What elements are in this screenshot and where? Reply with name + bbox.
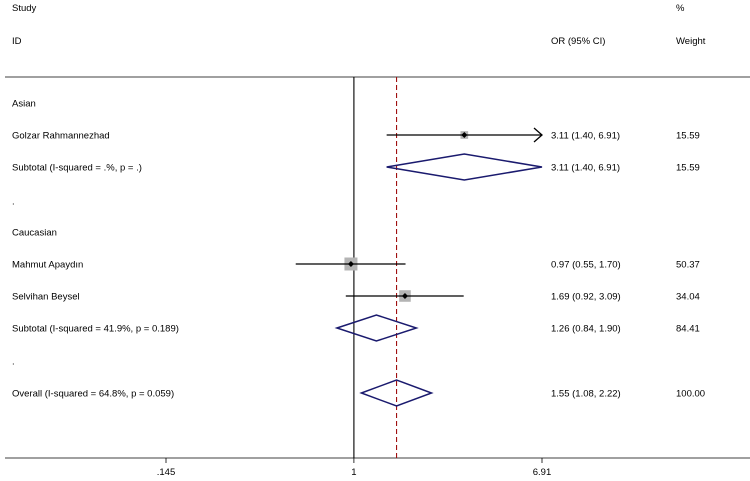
ci-arrow (533, 127, 543, 143)
weight-value: 84.41 (676, 324, 700, 335)
weight-value: 15.59 (676, 131, 700, 142)
x-tick-label: .145 (157, 467, 176, 478)
ci-value: 3.11 (1.40, 6.91) (551, 163, 620, 174)
row-label: Asian (12, 99, 36, 110)
weight-value: 100.00 (676, 389, 705, 400)
forest-row: Subtotal (I-squared = 41.9%, p = 0.189) 1… (12, 314, 700, 342)
pooled-diamond (334, 314, 419, 342)
forest-row: Mahmut Apaydın 0.97 (0.55, 1.70) 50.37 (12, 257, 700, 271)
weight-value: 15.59 (676, 163, 700, 174)
row-label: Caucasian (12, 228, 57, 239)
row-label: Overall (I-squared = 64.8%, p = 0.059) (12, 389, 174, 400)
row-label: Selvihan Beysel (12, 292, 80, 303)
weight-value: 34.04 (676, 292, 700, 303)
forest-row: Asian (12, 99, 36, 110)
row-label: Mahmut Apaydın (12, 260, 83, 271)
forest-row: Subtotal (I-squared = .%, p = .) 3.11 (1.… (12, 153, 700, 181)
forest-rows: Asian Golzar Rahmannezhad 3.11 (1.40, 6.91… (12, 99, 705, 407)
ci-value: 1.55 (1.08, 2.22) (551, 389, 621, 400)
point-estimate (401, 293, 408, 299)
ci-value: 0.97 (0.55, 1.70) (551, 260, 621, 271)
x-axis-ticks: .145 1 6.91 (157, 458, 552, 478)
ci-value: 1.26 (0.84, 1.90) (551, 324, 621, 335)
forest-row: . (12, 197, 15, 208)
header-weight: Weight (676, 36, 706, 47)
point-estimate (347, 261, 354, 267)
pooled-diamond (386, 153, 543, 181)
weight-value: 50.37 (676, 260, 700, 271)
row-label: Subtotal (I-squared = 41.9%, p = 0.189) (12, 324, 179, 335)
forest-row: Caucasian (12, 228, 57, 239)
forest-row: Overall (I-squared = 64.8%, p = 0.059) 1.… (12, 379, 705, 407)
forest-row: Selvihan Beysel 1.69 (0.92, 3.09) 34.04 (12, 290, 700, 303)
forest-row: . (12, 357, 15, 368)
header-percent: % (676, 3, 685, 14)
forest-row: Golzar Rahmannezhad 3.11 (1.40, 6.91) 15.5… (12, 127, 700, 143)
header-or-ci: OR (95% CI) (551, 36, 605, 47)
x-tick-label: 6.91 (533, 467, 552, 478)
x-tick-label: 1 (351, 467, 356, 478)
row-label: Subtotal (I-squared = .%, p = .) (12, 163, 142, 174)
header-study: Study (12, 3, 37, 14)
row-label: . (12, 357, 15, 368)
ci-value: 1.69 (0.92, 3.09) (551, 292, 621, 303)
row-label: Golzar Rahmannezhad (12, 131, 110, 142)
point-estimate (461, 132, 468, 138)
header-id: ID (12, 36, 22, 47)
row-label: . (12, 197, 15, 208)
ci-value: 3.11 (1.40, 6.91) (551, 131, 620, 142)
pooled-diamond (359, 379, 434, 407)
